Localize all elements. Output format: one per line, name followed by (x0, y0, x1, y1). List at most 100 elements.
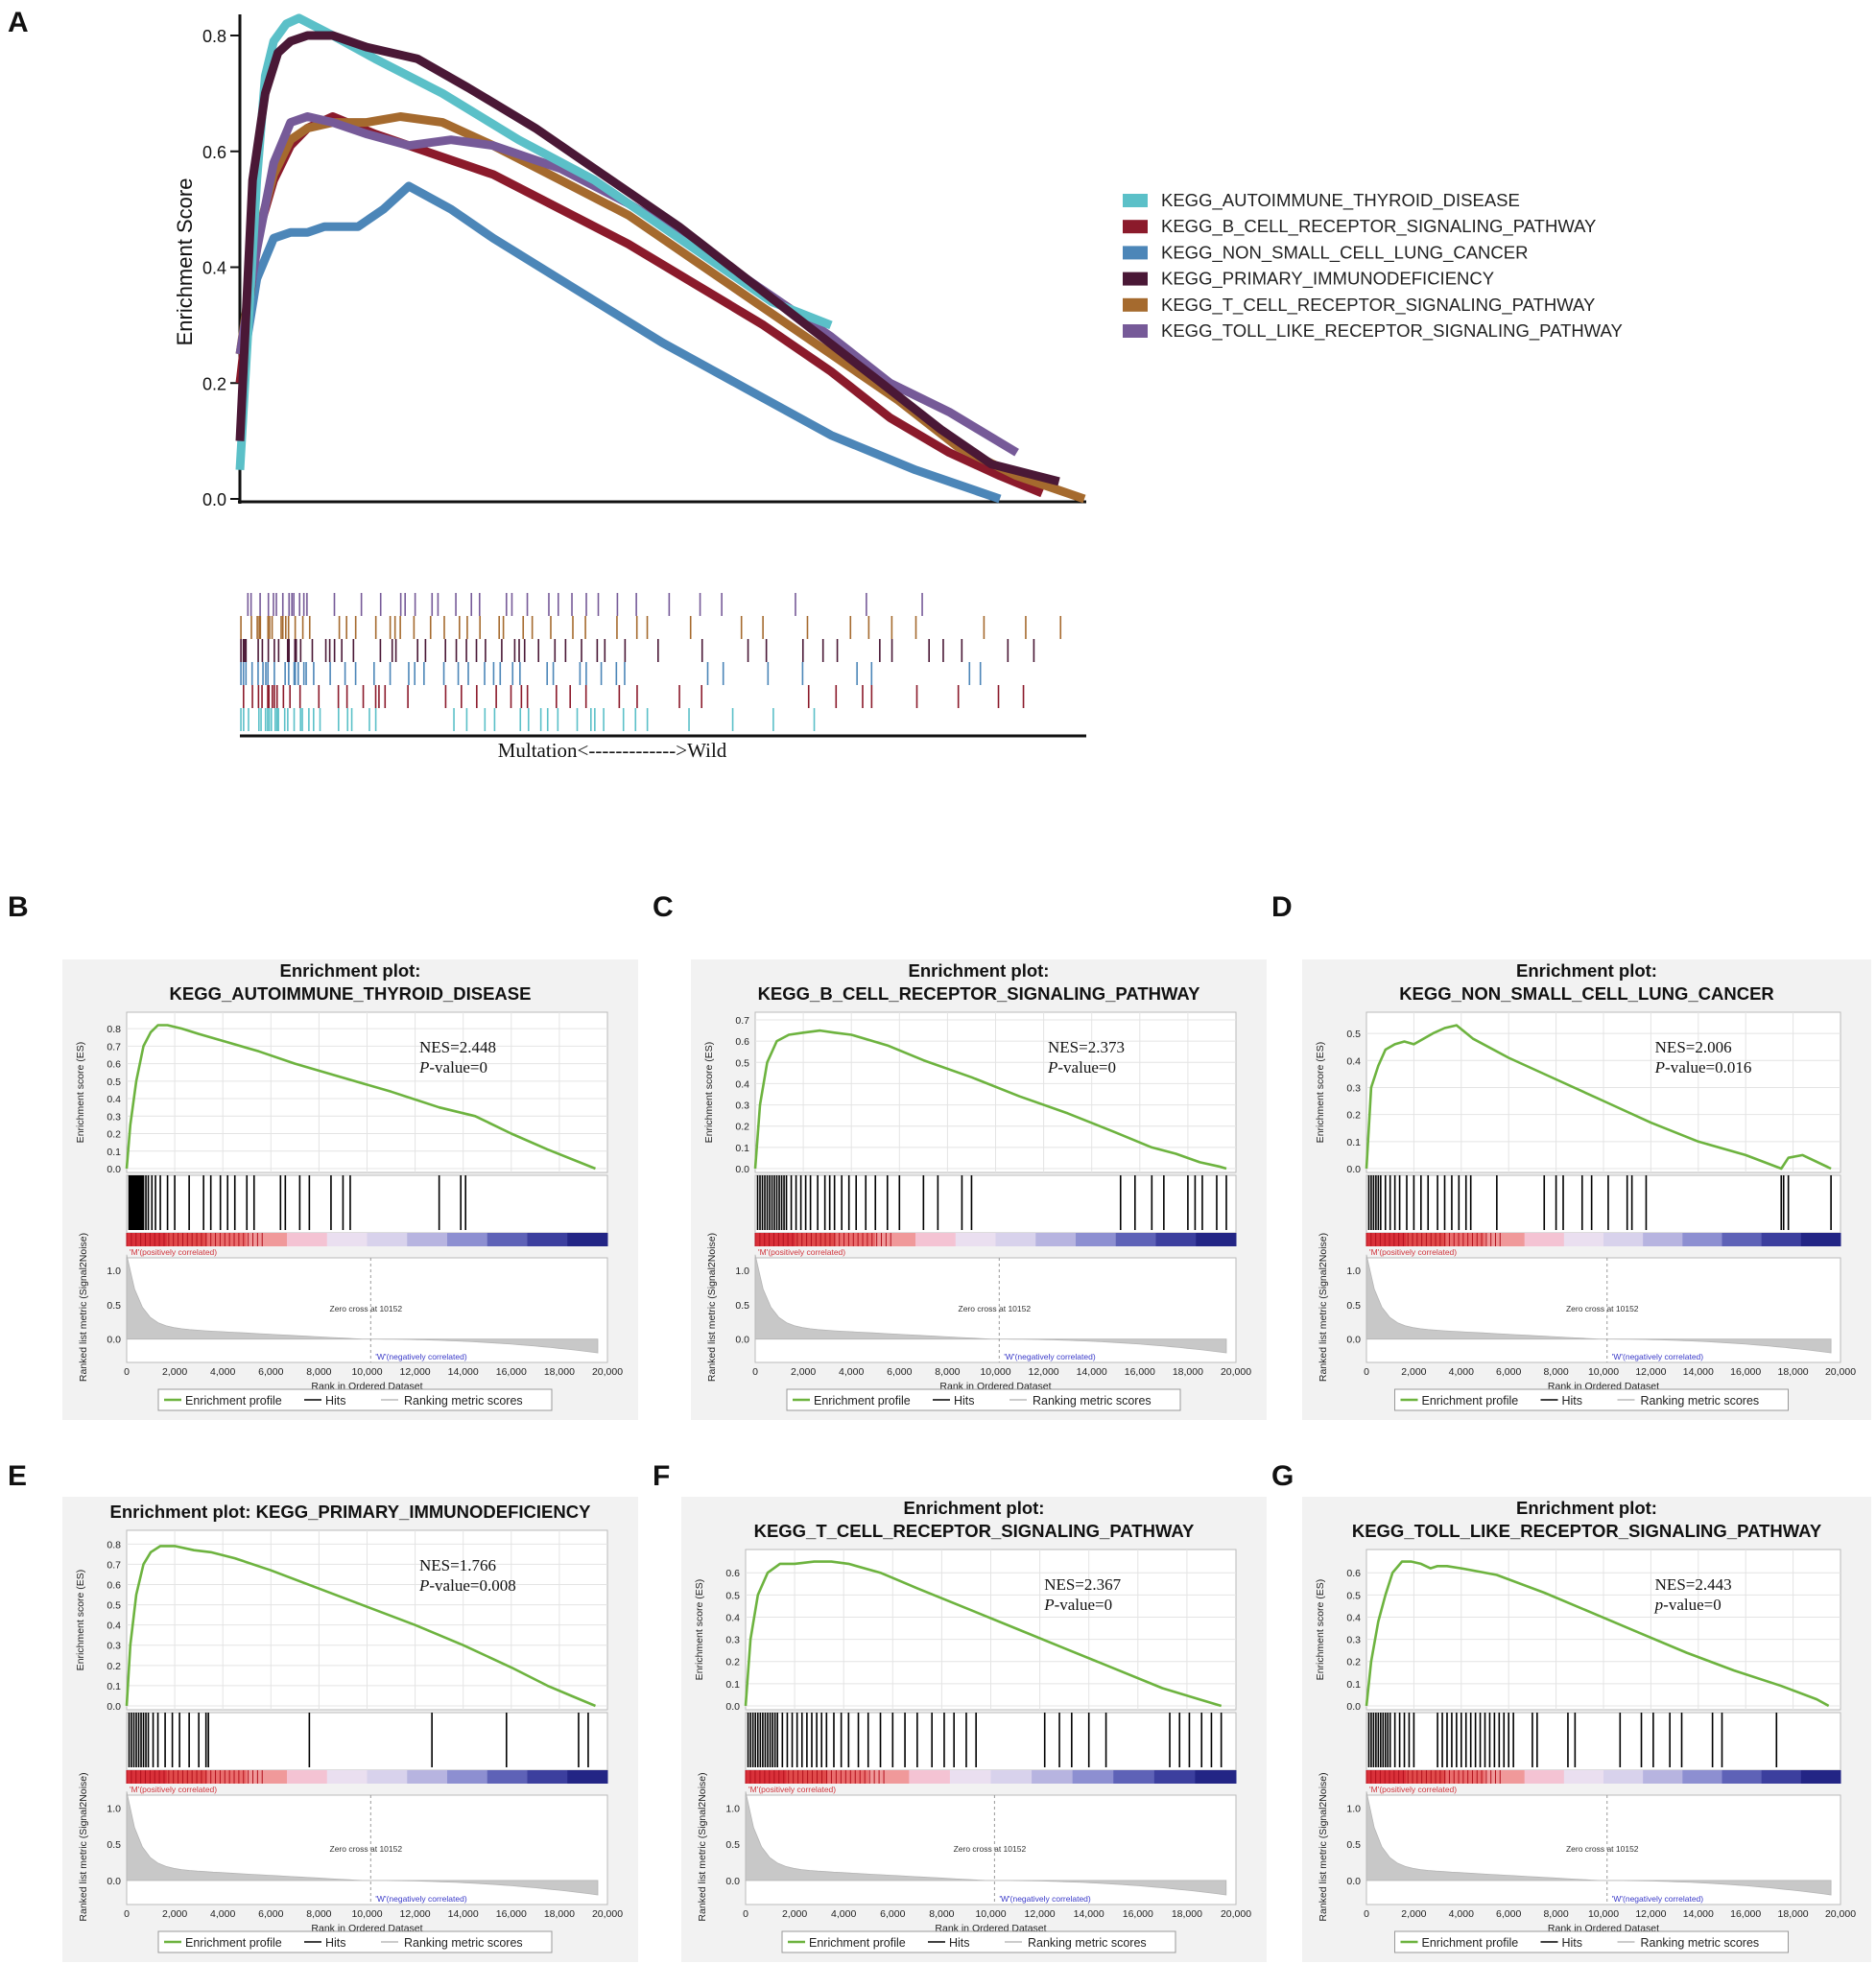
gsea-metric-y-tick: 0.0 (1346, 1876, 1361, 1887)
gsea-x-tick-label: 12,000 (1635, 1366, 1666, 1378)
gsea-x-tick-label: 12,000 (400, 1908, 431, 1920)
gsea-y-tick-label: 0.2 (107, 1129, 121, 1141)
gsea-y-tick-label: 0.6 (725, 1568, 740, 1579)
gsea-negative-label: 'W'(negatively correlated) (375, 1894, 467, 1904)
gsea-legend-metric-label: Ranking metric scores (404, 1936, 523, 1950)
gsea-title-line2: KEGG_B_CELL_RECEPTOR_SIGNALING_PATHWAY (758, 983, 1201, 1004)
gsea-y-tick-label: 0.4 (725, 1612, 740, 1623)
gsea-nes-text: NES=2.443 (1655, 1575, 1732, 1594)
gsea-x-tick-label: 2,000 (1401, 1366, 1426, 1378)
gsea-negative-label: 'W'(negatively correlated) (999, 1894, 1091, 1904)
gsea-x-tick-label: 8,000 (935, 1366, 960, 1378)
gsea-pvalue-value: -value=0 (1663, 1596, 1722, 1614)
panel-a-legend-swatch (1123, 324, 1148, 338)
gsea-rank-heat-segment (287, 1770, 328, 1784)
gsea-ranking-metric-area (1365, 1791, 1832, 1896)
gsea-rank-heat-segment (247, 1770, 288, 1784)
gsea-pvalue-text: P-value=0 (1043, 1596, 1112, 1614)
gsea-positive-label: 'M'(positively correlated) (130, 1785, 217, 1794)
gsea-x-tick-label: 12,000 (1025, 1908, 1056, 1920)
gsea-y-tick-label: 0.3 (107, 1641, 121, 1652)
gsea-rank-heat-segment (1722, 1770, 1763, 1784)
gsea-y-tick-label: 0.2 (1346, 1657, 1361, 1668)
gsea-x-tick-label: 2,000 (162, 1908, 187, 1920)
gsea-x-tick-label: 0 (124, 1908, 130, 1920)
gsea-x-tick-label: 14,000 (1683, 1366, 1714, 1378)
gsea-y-tick-label: 0.3 (1346, 1635, 1361, 1646)
gsea-x-tick-label: 14,000 (1683, 1908, 1714, 1920)
gsea-rank-heat-segment (206, 1770, 248, 1784)
gsea-rank-heat-segment (1563, 1770, 1604, 1784)
gsea-rank-heat-segment (1484, 1233, 1526, 1246)
gsea-hits-area (126, 1712, 608, 1771)
gsea-rank-heat-segment (407, 1233, 448, 1246)
gsea-zero-cross-label: Zero cross at 10152 (330, 1844, 403, 1854)
panel-a-legend-swatch (1123, 220, 1148, 234)
gsea-rank-heat-segment (127, 1233, 168, 1246)
gsea-y-tick-label: 0.5 (107, 1077, 121, 1088)
gsea-rank-heat-segment (326, 1770, 368, 1784)
gsea-rank-heat-segment (1445, 1770, 1485, 1784)
gsea-positive-label: 'M'(positively correlated) (1369, 1785, 1457, 1794)
gsea-pvalue-value: -value=0 (1057, 1058, 1116, 1077)
gsea-negative-label: 'W'(negatively correlated) (375, 1352, 467, 1361)
gsea-legend-box (781, 1930, 1176, 1953)
gsea-pvalue-text: P-value=0 (418, 1058, 487, 1077)
gsea-y-tick-label: 0.1 (725, 1679, 740, 1691)
gsea-legend-hits-label: Hits (954, 1394, 975, 1408)
gsea-y-tick-label: 0.6 (735, 1036, 749, 1048)
gsea-x-tick-label: 16,000 (1730, 1908, 1761, 1920)
gsea-y-tick-label: 0.2 (735, 1122, 749, 1133)
gsea-rank-heat-segment (1761, 1233, 1802, 1246)
gsea-hits-area (1365, 1174, 1841, 1234)
gsea-title-line1: Enrichment plot: KEGG_PRIMARY_IMMUNODEFI… (110, 1502, 592, 1522)
gsea-x-tick-label: 20,000 (1825, 1908, 1856, 1920)
gsea-metric-y-tick: 0.5 (107, 1839, 121, 1851)
panel-label-e: E (8, 1460, 27, 1492)
gsea-legend-es-label: Enrichment profile (814, 1394, 911, 1408)
gsea-zero-cross-label: Zero cross at 10152 (1566, 1304, 1639, 1313)
gsea-zero-cross-label: Zero cross at 10152 (954, 1844, 1027, 1854)
panel-label-d: D (1271, 891, 1293, 923)
gsea-zero-cross-label: Zero cross at 10152 (959, 1304, 1032, 1313)
gsea-panel-g: Enrichment plot: KEGG_TOLL_LIKE_RECEPTOR_… (1302, 1497, 1871, 1962)
gsea-es-y-label: Enrichment score (ES) (1315, 1042, 1326, 1144)
gsea-nes-text: NES=1.766 (419, 1556, 496, 1574)
gsea-y-tick-label: 0.2 (725, 1657, 740, 1668)
gsea-rank-heat-segment (326, 1233, 368, 1246)
gsea-legend-es-label: Enrichment profile (185, 1936, 282, 1950)
gsea-y-tick-label: 0.3 (1346, 1082, 1361, 1094)
panel-a-legend: KEGG_AUTOIMMUNE_THYROID_DISEASE KEGG_B_CE… (1123, 190, 1623, 342)
gsea-panel-f: Enrichment plot: KEGG_T_CELL_RECEPTOR_SIG… (681, 1497, 1267, 1962)
gsea-panel-b: Enrichment plot:KEGG_AUTOIMMUNE_THYROID_… (62, 959, 638, 1420)
panel-a-y-ticks: 0.0 0.2 0.4 0.6 0.8 (202, 27, 240, 509)
gsea-rank-heat-segment (835, 1233, 876, 1246)
gsea-enrichment-profile (1365, 1560, 1830, 1708)
gsea-pvalue-italic-letter: P (418, 1058, 429, 1077)
gsea-rank-heat-segment (287, 1233, 328, 1246)
gsea-x-tick-label: 10,000 (980, 1366, 1010, 1378)
gsea-x-tick-label: 0 (124, 1366, 130, 1378)
gsea-rank-heat-segment (1603, 1233, 1644, 1246)
gsea-metric-y-tick: 0.5 (1346, 1300, 1361, 1312)
gsea-metric-y-tick: 0.5 (725, 1839, 740, 1851)
gsea-metric-y-tick: 0.5 (107, 1300, 121, 1312)
gsea-y-tick-label: 0.5 (735, 1057, 749, 1069)
gsea-x-tick-label: 6,000 (887, 1366, 912, 1378)
gsea-pvalue-italic-letter: p (1654, 1596, 1664, 1614)
gsea-metric-y-tick: 0.5 (735, 1300, 749, 1312)
gsea-y-tick-label: 0.4 (107, 1621, 121, 1632)
gsea-panel-d: Enrichment plot:KEGG_NON_SMALL_CELL_LUNG… (1302, 959, 1871, 1420)
gsea-zero-cross-label: Zero cross at 10152 (330, 1304, 403, 1313)
gsea-x-tick-label: 20,000 (1825, 1366, 1856, 1378)
gsea-legend-metric-label: Ranking metric scores (1028, 1936, 1147, 1950)
gsea-x-tick-label: 20,000 (1221, 1366, 1251, 1378)
gsea-rank-heat-segment (1524, 1770, 1565, 1784)
gsea-x-tick-label: 14,000 (448, 1366, 479, 1378)
gsea-x-tick-label: 6,000 (258, 1908, 283, 1920)
panel-a-legend-label: KEGG_NON_SMALL_CELL_LUNG_CANCER (1161, 242, 1528, 263)
gsea-nes-text: NES=2.448 (419, 1038, 496, 1056)
gsea-pvalue-text: p-value=0 (1654, 1596, 1722, 1614)
gsea-y-tick-label: 0.4 (735, 1078, 749, 1090)
gsea-rank-heat-segment (487, 1233, 528, 1246)
